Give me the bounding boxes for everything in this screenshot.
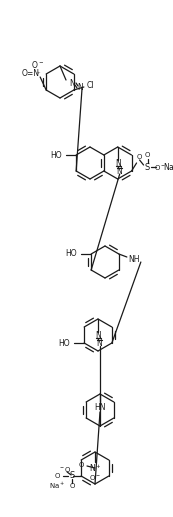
Text: HN: HN	[94, 403, 106, 413]
Text: N: N	[115, 159, 121, 168]
Text: O$^-$: O$^-$	[153, 162, 166, 172]
Text: HO: HO	[58, 339, 70, 347]
Text: N: N	[95, 330, 101, 340]
Text: O$^-$: O$^-$	[31, 58, 44, 69]
Text: O: O	[78, 462, 84, 468]
Text: $^+$: $^+$	[36, 71, 42, 77]
Text: N: N	[116, 166, 122, 175]
Text: N: N	[77, 84, 83, 93]
Text: S: S	[70, 472, 75, 480]
Text: O=N: O=N	[21, 69, 39, 79]
Text: O$^-$: O$^-$	[89, 473, 101, 481]
Text: HO: HO	[65, 250, 77, 258]
Text: Na$^+$: Na$^+$	[49, 481, 65, 491]
Text: O: O	[54, 473, 60, 479]
Text: Na$^+$: Na$^+$	[163, 161, 173, 173]
Text: NH: NH	[128, 254, 140, 264]
Text: Cl: Cl	[87, 82, 95, 90]
Text: HO: HO	[50, 150, 62, 160]
Text: N: N	[69, 80, 75, 88]
Text: N: N	[96, 339, 102, 347]
Text: $^-$O: $^-$O	[58, 464, 72, 474]
Text: N$^+$: N$^+$	[89, 462, 101, 474]
Text: O: O	[137, 154, 142, 160]
Text: S: S	[145, 162, 150, 172]
Text: O: O	[145, 152, 150, 158]
Text: O: O	[69, 483, 75, 489]
